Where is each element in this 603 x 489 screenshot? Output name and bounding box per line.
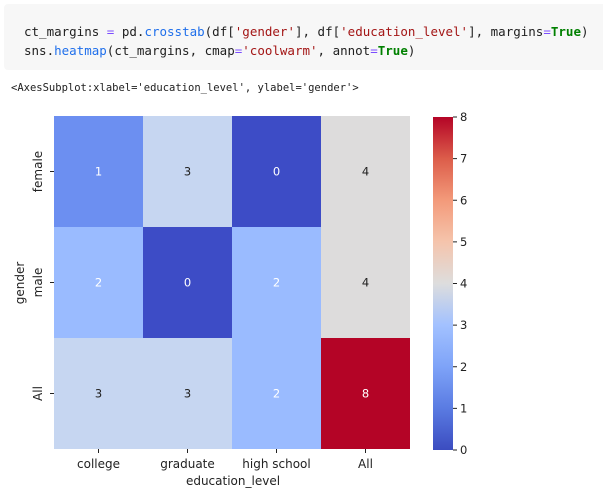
heatmap-cell bbox=[232, 116, 321, 227]
y-axis-label: gender bbox=[13, 262, 27, 305]
heatmap-cell bbox=[143, 116, 232, 227]
heatmap-annotation: 2 bbox=[273, 276, 280, 290]
heatmap-cell bbox=[54, 338, 143, 449]
heatmap-cell bbox=[54, 227, 143, 338]
heatmap-cell bbox=[232, 227, 321, 338]
code-line-2-token: = bbox=[234, 43, 243, 58]
colorbar-tick-label: 2 bbox=[460, 360, 467, 374]
colorbar-tick-label: 5 bbox=[460, 235, 467, 249]
heatmap-annotation: 3 bbox=[184, 387, 191, 401]
y-tick-label: male bbox=[31, 268, 45, 298]
colorbar-tick-label: 6 bbox=[460, 193, 467, 207]
code-line-2-token: 'coolwarm' bbox=[242, 43, 318, 58]
code-line-1-token: (df[ bbox=[204, 24, 235, 39]
heatmap-annotation: 4 bbox=[362, 276, 369, 290]
x-tick-label: college bbox=[77, 457, 120, 471]
code-line-2-token: ) bbox=[407, 43, 416, 58]
y-tick-label: female bbox=[31, 151, 45, 192]
heatmap-annotation: 8 bbox=[362, 387, 369, 401]
code-line-2: sns.heatmap(ct_margins, cmap='coolwarm',… bbox=[24, 41, 415, 60]
code-line-1-token: = bbox=[106, 24, 115, 39]
heatmap-annotation: 3 bbox=[95, 387, 102, 401]
colorbar bbox=[433, 117, 453, 450]
code-line-2-token: heatmap bbox=[54, 43, 107, 58]
code-line-1-token: = bbox=[543, 24, 551, 39]
heatmap-annotation: 2 bbox=[273, 387, 280, 401]
heatmap-cell bbox=[54, 116, 143, 227]
colorbar-tick-label: 7 bbox=[460, 152, 467, 166]
heatmap-annotation: 1 bbox=[95, 165, 102, 179]
heatmap-cell bbox=[143, 338, 232, 449]
colorbar-tick-label: 8 bbox=[460, 110, 467, 124]
heatmap-cell bbox=[143, 227, 232, 338]
heatmap-annotation: 4 bbox=[362, 165, 369, 179]
code-line-1-token: 'education_level' bbox=[340, 24, 469, 39]
heatmap-annotation: 2 bbox=[95, 276, 102, 290]
code-line-1-token: 'gender' bbox=[234, 24, 295, 39]
code-line-2-token: (ct_margins, cmap bbox=[106, 43, 235, 58]
x-axis-label: education_level bbox=[186, 474, 280, 488]
code-line-1: ct_margins = pd.crosstab(df['gender'], d… bbox=[24, 22, 589, 41]
code-line-2-token: = bbox=[370, 43, 378, 58]
code-line-1-token: ], margins bbox=[468, 24, 544, 39]
heatmap-annotation: 0 bbox=[184, 276, 191, 290]
code-line-1-token: ) bbox=[580, 24, 589, 39]
colorbar-tick-label: 0 bbox=[460, 443, 467, 457]
code-line-2-token: , annot bbox=[317, 43, 371, 58]
output-repr-text: <AxesSubplot:xlabel='education_level', y… bbox=[11, 82, 359, 94]
code-line-1-token: ], df[ bbox=[294, 24, 341, 39]
x-tick-label: graduate bbox=[160, 457, 215, 471]
heatmap-annotation: 0 bbox=[273, 165, 280, 179]
code-line-1-token: ct_margins bbox=[24, 24, 107, 39]
code-line-1-token: True bbox=[550, 24, 581, 39]
heatmap-cell bbox=[321, 116, 410, 227]
x-tick-label: high school bbox=[242, 457, 310, 471]
x-tick-label: All bbox=[358, 457, 373, 471]
y-tick-label: All bbox=[31, 386, 45, 401]
code-line-1-token: crosstab bbox=[144, 24, 205, 39]
colorbar-tick-label: 4 bbox=[460, 277, 467, 291]
colorbar-tick-label: 1 bbox=[460, 401, 467, 415]
colorbar-tick-label: 3 bbox=[460, 318, 467, 332]
heatmap-annotation: 3 bbox=[184, 165, 191, 179]
heatmap-cell bbox=[321, 338, 410, 449]
code-line-2-token: sns. bbox=[24, 43, 55, 58]
code-line-1-token: pd. bbox=[114, 24, 145, 39]
heatmap-cell bbox=[321, 227, 410, 338]
heatmap-cell bbox=[232, 338, 321, 449]
code-cell[interactable]: ct_margins = pd.crosstab(df['gender'], d… bbox=[4, 4, 603, 70]
code-line-2-token: True bbox=[377, 43, 408, 58]
